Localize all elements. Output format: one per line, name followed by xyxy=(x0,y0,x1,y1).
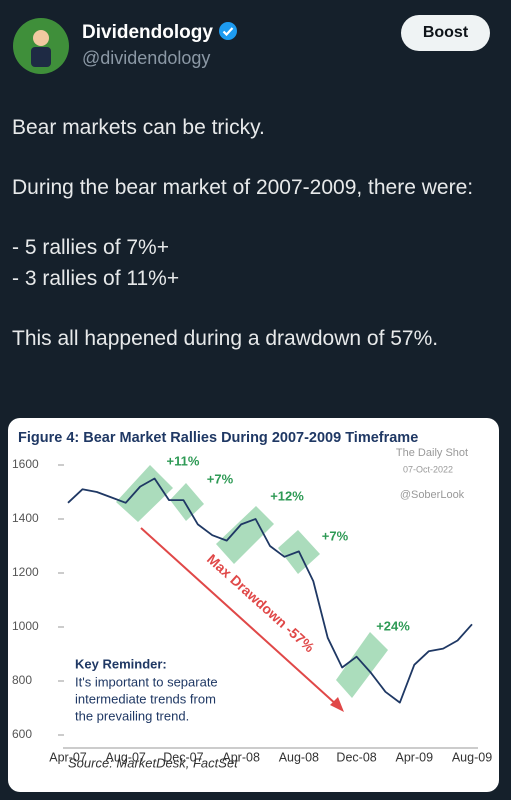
chart: Figure 4: Bear Market Rallies During 200… xyxy=(12,430,492,771)
annotation: +11% xyxy=(167,453,200,468)
arrow-head xyxy=(330,697,344,712)
key-reminder-line: intermediate trends from xyxy=(75,691,216,706)
x-tick-label: Apr-09 xyxy=(396,750,434,764)
x-tick-label: Aug-08 xyxy=(279,750,319,764)
paragraph: - 5 rallies of 7%+ - 3 rallies of 11%+ xyxy=(12,236,180,290)
x-tick-label: Apr-08 xyxy=(222,750,260,764)
key-reminder-line: It's important to separate xyxy=(75,674,218,689)
annotation: +7% xyxy=(322,528,349,543)
chart-image[interactable]: Figure 4: Bear Market Rallies During 200… xyxy=(8,418,499,792)
key-reminder-title: Key Reminder: xyxy=(75,656,167,671)
y-tick-label: 600 xyxy=(12,727,32,741)
handle[interactable]: @dividendology xyxy=(82,48,211,68)
paragraph: Bear markets can be tricky. xyxy=(12,116,265,139)
x-tick-label: Dec-08 xyxy=(336,750,376,764)
annotation: @SoberLook xyxy=(400,489,465,501)
annotation: +24% xyxy=(376,618,410,633)
price-line xyxy=(67,477,473,704)
name-text[interactable]: Dividendology xyxy=(82,22,213,43)
y-tick-label: 1600 xyxy=(12,457,39,471)
chart-title: Figure 4: Bear Market Rallies During 200… xyxy=(18,430,418,446)
avatar[interactable] xyxy=(12,17,70,75)
verified-badge xyxy=(219,22,238,40)
tweet-text: Bear markets can be tricky. During the b… xyxy=(12,112,498,383)
x-tick-label: Dec-07 xyxy=(163,750,203,764)
paragraph: During the bear market of 2007-2009, the… xyxy=(12,176,474,199)
source: Source: MarketDesk, FactSet xyxy=(68,755,239,770)
x-tick-label: Aug-07 xyxy=(106,750,146,764)
annotation: 07-Oct-2022 xyxy=(403,464,453,474)
annotation: The Daily Shot xyxy=(396,447,468,459)
display-name[interactable]: Dividendology xyxy=(82,21,238,44)
paragraph: This all happened during a drawdown of 5… xyxy=(12,327,439,350)
x-tick-label: Aug-09 xyxy=(452,750,492,764)
rally-highlights xyxy=(116,465,388,698)
x-tick-label: Apr-07 xyxy=(49,750,87,764)
drawdown-arrow xyxy=(140,527,339,707)
annotation: +7% xyxy=(207,471,234,486)
annotation: +12% xyxy=(270,488,304,503)
y-tick-label: 1200 xyxy=(12,565,39,579)
boost-button[interactable]: Boost xyxy=(401,15,490,51)
key-reminder-line: the prevailing trend. xyxy=(75,708,189,723)
y-tick-label: 1400 xyxy=(12,511,39,525)
y-tick-label: 800 xyxy=(12,673,32,687)
y-tick-label: 1000 xyxy=(12,619,39,633)
